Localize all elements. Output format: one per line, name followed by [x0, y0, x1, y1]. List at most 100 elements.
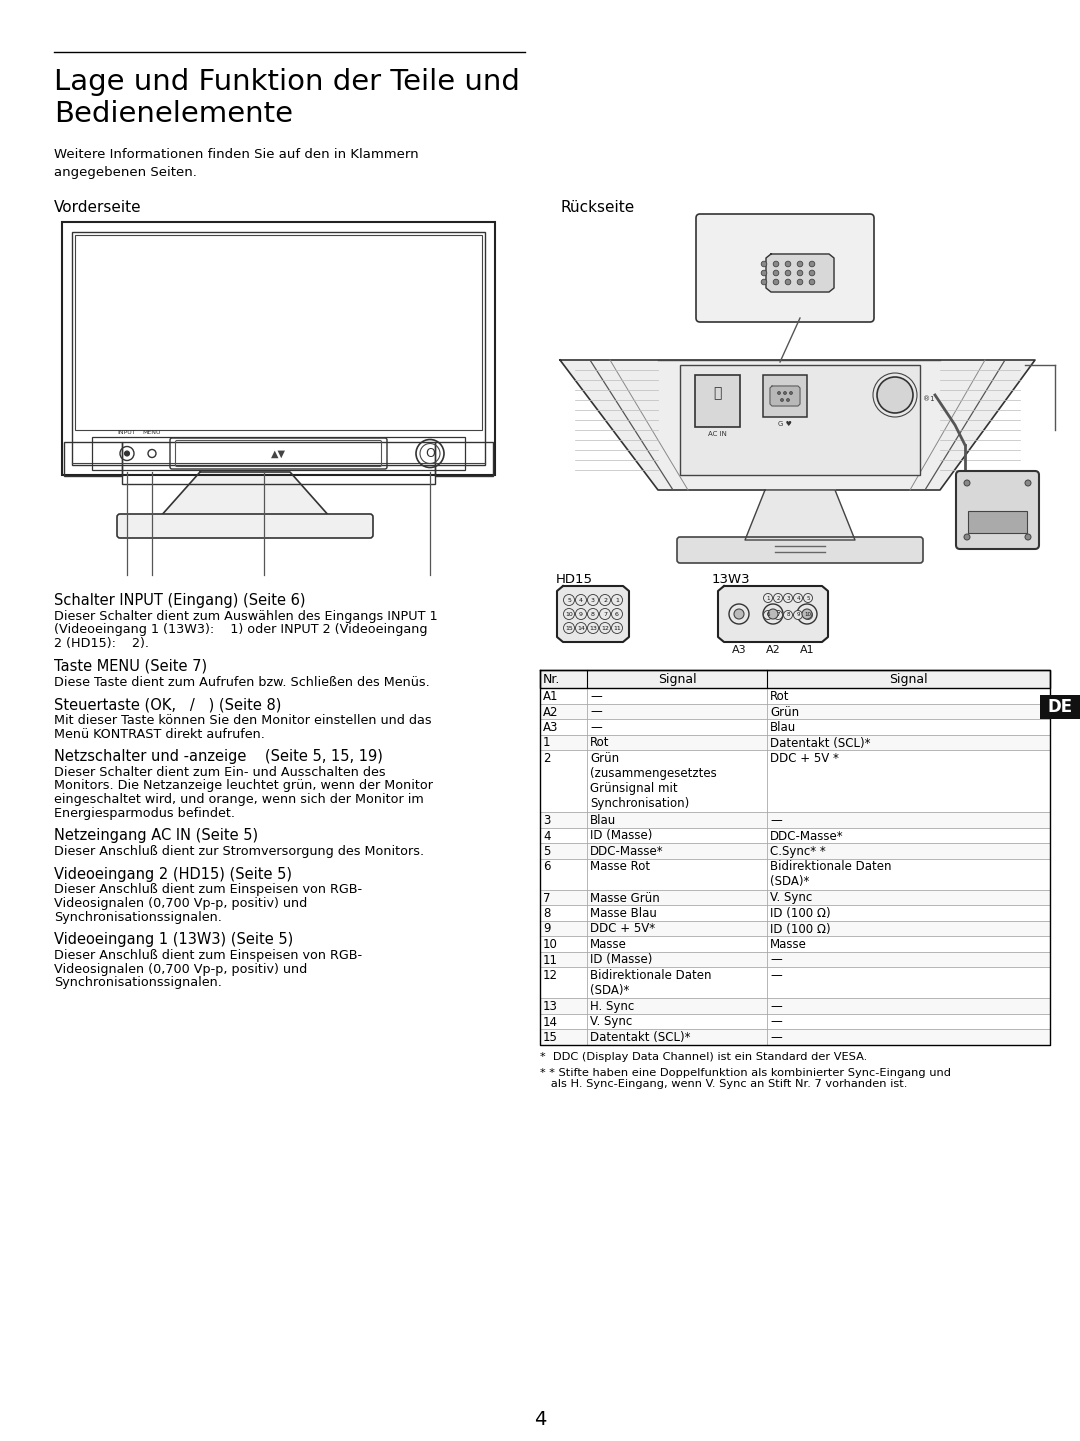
- Text: 2: 2: [543, 752, 551, 765]
- Circle shape: [564, 595, 575, 605]
- Bar: [435, 442, 492, 476]
- Text: Lage und Funktion der Teile und: Lage und Funktion der Teile und: [54, 68, 519, 97]
- Text: A2: A2: [766, 646, 781, 656]
- Text: Synchronisationssignalen.: Synchronisationssignalen.: [54, 976, 221, 989]
- Text: 13: 13: [543, 1000, 558, 1013]
- Bar: [696, 375, 740, 427]
- Text: Masse Blau: Masse Blau: [590, 906, 657, 919]
- Polygon shape: [770, 386, 800, 406]
- Bar: [75, 235, 482, 429]
- Text: 2: 2: [603, 598, 607, 602]
- Circle shape: [773, 271, 779, 275]
- Circle shape: [734, 610, 744, 620]
- Bar: [540, 1029, 1050, 1045]
- Bar: [540, 1013, 1050, 1029]
- Circle shape: [564, 623, 575, 634]
- Text: Dieser Schalter dient zum Ein- und Ausschalten des: Dieser Schalter dient zum Ein- und Aussc…: [54, 767, 386, 780]
- Circle shape: [783, 594, 793, 602]
- Bar: [540, 859, 1050, 889]
- Text: A1: A1: [543, 690, 558, 703]
- Text: —: —: [590, 720, 602, 733]
- Circle shape: [764, 611, 772, 620]
- Text: DDC-Masse*: DDC-Masse*: [590, 844, 663, 857]
- Text: Videosignalen (0,700 Vp-p, positiv) und: Videosignalen (0,700 Vp-p, positiv) und: [54, 896, 307, 911]
- Text: Vorderseite: Vorderseite: [54, 200, 141, 215]
- Bar: [62, 222, 495, 476]
- Text: Grün: Grün: [770, 706, 799, 719]
- Text: Videoeingang 2 (HD15) (Seite 5): Videoeingang 2 (HD15) (Seite 5): [54, 866, 292, 882]
- Text: G ♥: G ♥: [778, 421, 792, 427]
- Text: Rot: Rot: [590, 736, 609, 749]
- Circle shape: [785, 280, 791, 285]
- Text: 15: 15: [565, 625, 572, 631]
- Polygon shape: [557, 586, 629, 643]
- Circle shape: [773, 594, 783, 602]
- Circle shape: [804, 611, 812, 620]
- Text: eingeschaltet wird, und orange, wenn sich der Monitor im: eingeschaltet wird, und orange, wenn sic…: [54, 793, 423, 806]
- Bar: [680, 365, 920, 476]
- Circle shape: [773, 261, 779, 267]
- Bar: [540, 687, 1050, 703]
- Text: Bedienelemente: Bedienelemente: [54, 99, 293, 128]
- Text: *  DDC (Display Data Channel) ist ein Standard der VESA.: * DDC (Display Data Channel) ist ein Sta…: [540, 1052, 867, 1062]
- Circle shape: [809, 280, 814, 285]
- Text: Diese Taste dient zum Aufrufen bzw. Schließen des Menüs.: Diese Taste dient zum Aufrufen bzw. Schl…: [54, 676, 430, 689]
- Circle shape: [124, 451, 130, 455]
- FancyBboxPatch shape: [677, 537, 923, 563]
- Text: 12: 12: [543, 968, 558, 981]
- Text: 5: 5: [567, 598, 571, 602]
- Text: 4: 4: [796, 595, 800, 601]
- Text: ⏻: ⏻: [713, 386, 721, 401]
- Text: 3: 3: [786, 595, 789, 601]
- Text: 4: 4: [543, 830, 551, 843]
- Text: 5: 5: [543, 844, 551, 857]
- Text: Netzeingang AC IN (Seite 5): Netzeingang AC IN (Seite 5): [54, 829, 258, 843]
- Text: 7: 7: [603, 611, 607, 617]
- Polygon shape: [561, 360, 1035, 490]
- Text: Signal: Signal: [658, 673, 697, 686]
- Bar: [540, 703, 1050, 719]
- Circle shape: [804, 594, 812, 602]
- Text: Masse Grün: Masse Grün: [590, 892, 660, 905]
- Bar: [540, 905, 1050, 921]
- Text: Taste MENU (Seite 7): Taste MENU (Seite 7): [54, 659, 207, 673]
- Text: 8: 8: [591, 611, 595, 617]
- Text: 7: 7: [543, 892, 551, 905]
- Text: 13: 13: [589, 625, 597, 631]
- Text: Videoeingang 1 (13W3) (Seite 5): Videoeingang 1 (13W3) (Seite 5): [54, 932, 294, 947]
- Circle shape: [773, 280, 779, 285]
- Bar: [64, 442, 122, 476]
- Circle shape: [576, 608, 586, 620]
- Bar: [540, 921, 1050, 937]
- Text: MENU: MENU: [143, 429, 161, 435]
- Text: 2 (HD15):    2).: 2 (HD15): 2).: [54, 637, 149, 650]
- Circle shape: [611, 623, 622, 634]
- Text: C.Sync* *: C.Sync* *: [770, 844, 826, 857]
- Text: A2: A2: [543, 706, 558, 719]
- Text: 1: 1: [616, 598, 619, 602]
- Circle shape: [1025, 535, 1031, 540]
- Text: 12: 12: [602, 625, 609, 631]
- Text: 7: 7: [777, 612, 780, 618]
- Text: V. Sync: V. Sync: [770, 892, 812, 905]
- Circle shape: [964, 535, 970, 540]
- Text: H. Sync: H. Sync: [590, 1000, 634, 1013]
- Text: Menü KONTRAST direkt aufrufen.: Menü KONTRAST direkt aufrufen.: [54, 728, 265, 741]
- Text: DDC-Masse*: DDC-Masse*: [770, 830, 843, 843]
- Circle shape: [794, 611, 802, 620]
- Polygon shape: [160, 473, 330, 517]
- Circle shape: [599, 623, 610, 634]
- Text: Monitors. Die Netzanzeige leuchtet grün, wenn der Monitor: Monitors. Die Netzanzeige leuchtet grün,…: [54, 780, 433, 793]
- Text: Masse Rot: Masse Rot: [590, 860, 650, 873]
- Text: Dieser Schalter dient zum Auswählen des Eingangs INPUT 1: Dieser Schalter dient zum Auswählen des …: [54, 610, 437, 623]
- Bar: [92, 437, 465, 470]
- Polygon shape: [745, 490, 855, 540]
- Text: * * Stifte haben eine Doppelfunktion als kombinierter Sync-Eingang und
   als H.: * * Stifte haben eine Doppelfunktion als…: [540, 1068, 951, 1089]
- Circle shape: [588, 595, 598, 605]
- Text: V. Sync: V. Sync: [590, 1016, 632, 1029]
- Circle shape: [599, 595, 610, 605]
- Bar: [540, 811, 1050, 827]
- Text: Dieser Anschluß dient zur Stromversorgung des Monitors.: Dieser Anschluß dient zur Stromversorgun…: [54, 844, 424, 857]
- Circle shape: [797, 271, 802, 275]
- Text: A1: A1: [799, 646, 814, 656]
